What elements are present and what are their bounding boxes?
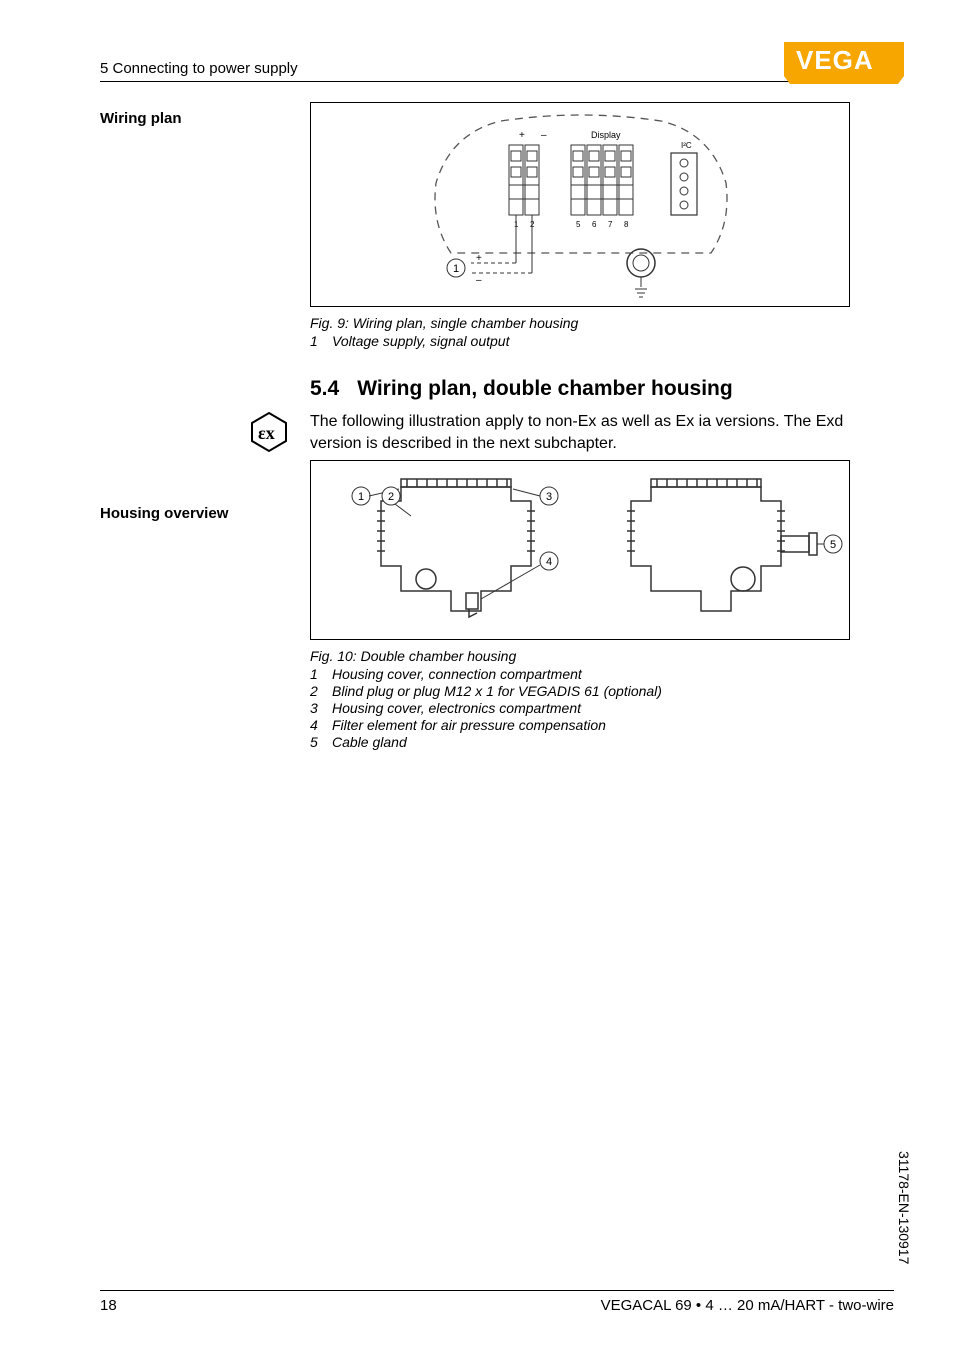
- terminal-block-display: 5 6 7 8: [571, 145, 633, 229]
- svg-text:2: 2: [388, 491, 394, 503]
- header-row: 5 Connecting to power supply: [100, 60, 894, 82]
- product-name: VEGACAL 69 • 4 … 20 mA/HART - two-wire: [601, 1297, 894, 1314]
- content-column-2: 1 2 3 4 5 Fig. 10: Double chamber housin…: [310, 460, 894, 750]
- side-label-housing-overview: Housing overview: [100, 505, 230, 522]
- figure-10-caption: Fig. 10: Double chamber housing: [310, 648, 894, 664]
- section-5-4-body: The following illustration apply to non-…: [310, 411, 894, 454]
- svg-text:6: 6: [592, 220, 597, 229]
- housing-right: [627, 479, 817, 611]
- svg-text:3: 3: [546, 491, 552, 503]
- figure-10-legend-3: 3Housing cover, electronics compartment: [310, 700, 894, 716]
- figure-9-legend-1: 1Voltage supply, signal output: [310, 333, 894, 349]
- svg-text:–: –: [476, 275, 482, 286]
- terminal-block-left: 1 2: [509, 145, 539, 229]
- svg-text:+: +: [476, 253, 482, 264]
- section-5-4-heading: 5.4Wiring plan, double chamber housing: [310, 377, 894, 401]
- svg-text:7: 7: [608, 220, 613, 229]
- minus-label: –: [541, 130, 547, 141]
- chapter-title: 5 Connecting to power supply: [100, 60, 298, 77]
- side-label-wiring-plan: Wiring plan: [100, 110, 230, 127]
- figure-10-box: 1 2 3 4 5: [310, 460, 850, 640]
- i2c-label: I²C: [681, 141, 692, 150]
- svg-text:8: 8: [624, 220, 629, 229]
- i2c-connector: [671, 153, 697, 215]
- page-number: 18: [100, 1297, 117, 1314]
- svg-text:5: 5: [830, 539, 836, 551]
- housing-left: [377, 479, 535, 617]
- figure-10-legend-5: 5Cable gland: [310, 734, 894, 750]
- svg-text:εx: εx: [258, 423, 275, 443]
- figure-10-legend-1: 1Housing cover, connection compartment: [310, 666, 894, 682]
- svg-text:VEGA: VEGA: [796, 45, 874, 75]
- figure-10-legend-4: 4Filter element for air pressure compens…: [310, 717, 894, 733]
- content-column: + – Display I²C 1 2: [310, 102, 894, 454]
- svg-text:1: 1: [358, 491, 364, 503]
- svg-text:5: 5: [576, 220, 581, 229]
- plus-label: +: [519, 130, 525, 141]
- page: 5 Connecting to power supply VEGA Wiring…: [0, 0, 954, 1354]
- ex-symbol-icon: εx: [248, 411, 290, 458]
- figure-10-legend-2: 2Blind plug or plug M12 x 1 for VEGADIS …: [310, 683, 894, 699]
- figure-9-caption: Fig. 9: Wiring plan, single chamber hous…: [310, 315, 894, 331]
- svg-text:4: 4: [546, 556, 552, 568]
- cable-gland-icon: [627, 249, 655, 297]
- footer: 18 VEGACAL 69 • 4 … 20 mA/HART - two-wir…: [100, 1290, 894, 1314]
- figure-9-box: + – Display I²C 1 2: [310, 102, 850, 307]
- svg-text:1: 1: [453, 263, 459, 275]
- vega-logo: VEGA: [784, 42, 904, 89]
- document-code: 31178-EN-130917: [896, 1151, 912, 1264]
- display-label: Display: [591, 130, 621, 140]
